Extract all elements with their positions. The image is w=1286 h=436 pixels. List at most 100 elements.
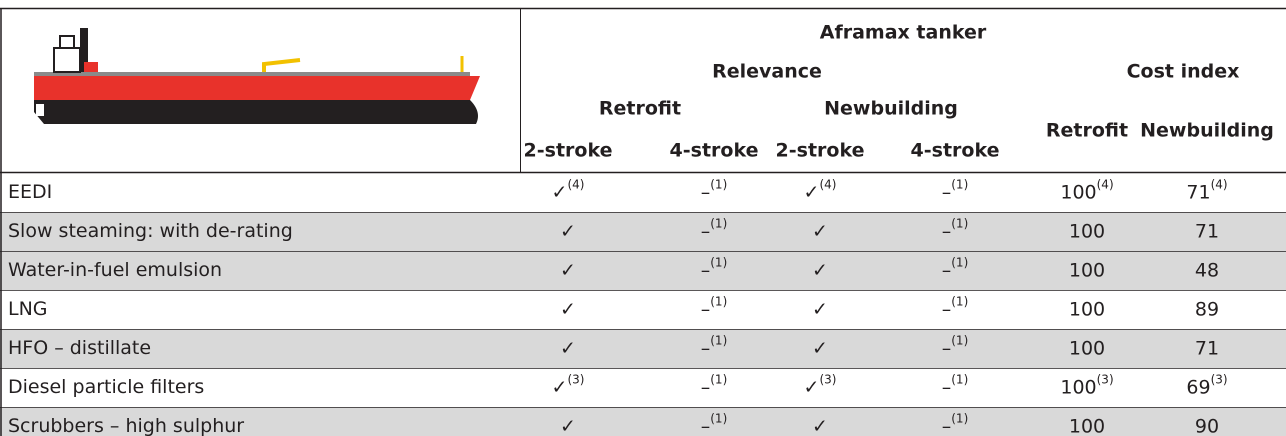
cell-value: 71 (1195, 220, 1219, 242)
cell: ✓ (560, 337, 576, 359)
footnote-ref: (1) (951, 177, 968, 191)
cell: –(1) (701, 216, 728, 242)
cell-value: 90 (1195, 415, 1219, 436)
subgroup-heading: Retrofit (599, 98, 681, 120)
cell-value: – (942, 298, 952, 320)
footnote-ref: (1) (951, 333, 968, 347)
cell: ✓ (812, 415, 828, 436)
cell-value: ✓ (552, 181, 568, 203)
cell: ✓(3) (804, 372, 837, 398)
row-shade (0, 329, 1286, 368)
cell-value: ✓ (560, 415, 576, 436)
footnote-ref: (4) (567, 177, 584, 191)
cell-value: – (701, 259, 711, 281)
cell-value: 71 (1195, 337, 1219, 359)
cell-value: – (942, 259, 952, 281)
cell-value: 71 (1186, 181, 1210, 203)
footnote-ref: (4) (1097, 177, 1114, 191)
cell: –(1) (701, 177, 728, 203)
cell: ✓(3) (552, 372, 585, 398)
cell-value: ✓ (804, 181, 820, 203)
cell-value: ✓ (812, 298, 828, 320)
cell: –(1) (942, 255, 969, 281)
cell: 71 (1195, 220, 1219, 242)
cell-value: – (701, 181, 711, 203)
cost-index-heading: Cost index (1127, 61, 1240, 83)
column-heading: 2-stroke (776, 140, 865, 162)
footnote-ref: (1) (710, 294, 727, 308)
column-heading: 4-stroke (670, 140, 759, 162)
footnote-ref: (1) (951, 216, 968, 230)
subgroup-heading: Newbuilding (824, 98, 958, 120)
cell-value: 100 (1069, 415, 1105, 436)
cell-value: ✓ (560, 220, 576, 242)
cell: 100 (1069, 337, 1105, 359)
cell-value: 100 (1069, 220, 1105, 242)
cell: 69(3) (1186, 372, 1227, 398)
cell: ✓ (812, 337, 828, 359)
cell: 100 (1069, 415, 1105, 436)
cell-value: – (701, 337, 711, 359)
cell-value: ✓ (552, 376, 568, 398)
cell-value: – (701, 415, 711, 436)
footnote-ref: (4) (1211, 177, 1228, 191)
cell: –(1) (942, 372, 969, 398)
cell: ✓ (560, 415, 576, 436)
cell: ✓(4) (804, 177, 837, 203)
column-heading: Retrofit (1046, 120, 1128, 142)
cell: 100 (1069, 220, 1105, 242)
cell-value: 89 (1195, 298, 1219, 320)
cell-value: – (701, 298, 711, 320)
cell-value: – (942, 181, 952, 203)
row-backgrounds (0, 212, 1286, 436)
cell-value: 100 (1069, 337, 1105, 359)
cell: 100 (1069, 298, 1105, 320)
cell-value: 100 (1069, 298, 1105, 320)
cell-value: ✓ (812, 337, 828, 359)
footnote-ref: (1) (951, 372, 968, 386)
cell-value: ✓ (804, 376, 820, 398)
row-label: Water-in-fuel emulsion (8, 259, 222, 281)
column-heading: 4-stroke (911, 140, 1000, 162)
row-shade (0, 251, 1286, 290)
cell: ✓ (812, 220, 828, 242)
cell-value: ✓ (560, 337, 576, 359)
footnote-ref: (1) (951, 411, 968, 425)
footnote-ref: (3) (567, 372, 584, 386)
cell: –(1) (942, 294, 969, 320)
cell: 71(4) (1186, 177, 1227, 203)
column-heading: 2-stroke (524, 140, 613, 162)
cell: ✓ (812, 259, 828, 281)
cell-value: ✓ (812, 415, 828, 436)
cell-value: – (701, 220, 711, 242)
cell-value: ✓ (560, 259, 576, 281)
cell-value: ✓ (812, 259, 828, 281)
cell-value: 100 (1069, 259, 1105, 281)
cell: –(1) (942, 411, 969, 436)
cell: 100 (1069, 259, 1105, 281)
cell: 100(4) (1060, 177, 1113, 203)
footnote-ref: (1) (710, 255, 727, 269)
cell-value: – (942, 220, 952, 242)
cell: –(1) (942, 216, 969, 242)
cell-value: 100 (1060, 376, 1096, 398)
cell: ✓ (560, 298, 576, 320)
cell: 100(3) (1060, 372, 1113, 398)
cell: 71 (1195, 337, 1219, 359)
cell: –(1) (942, 333, 969, 359)
footnote-ref: (1) (710, 333, 727, 347)
relevance-heading: Relevance (712, 61, 822, 83)
cell: 90 (1195, 415, 1219, 436)
cell: ✓ (560, 220, 576, 242)
footnote-ref: (1) (710, 411, 727, 425)
borders (0, 7, 1286, 436)
footnote-ref: (4) (819, 177, 836, 191)
cell: –(1) (701, 333, 728, 359)
cell: –(1) (701, 411, 728, 436)
cell: –(1) (701, 294, 728, 320)
ship-illustration (34, 28, 480, 124)
column-heading: Newbuilding (1140, 120, 1274, 142)
cell: 48 (1195, 259, 1219, 281)
